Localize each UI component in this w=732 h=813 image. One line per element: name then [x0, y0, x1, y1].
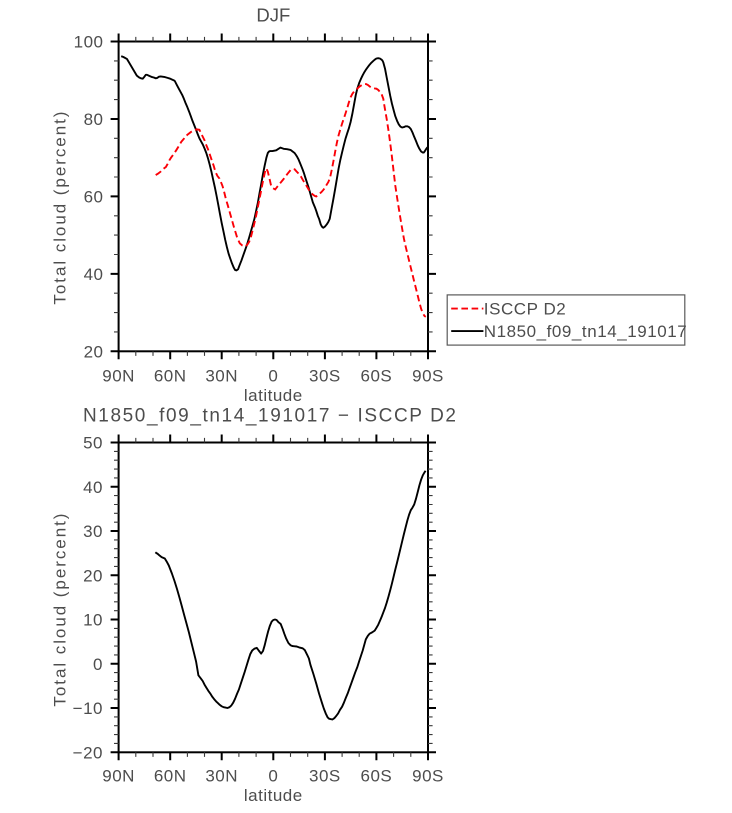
- svg-text:30S: 30S: [309, 366, 341, 385]
- svg-text:20: 20: [84, 343, 104, 362]
- svg-text:90S: 90S: [412, 366, 444, 385]
- svg-text:60: 60: [84, 188, 104, 207]
- svg-text:90N: 90N: [102, 366, 135, 385]
- svg-text:20: 20: [83, 567, 103, 586]
- svg-text:40: 40: [83, 478, 103, 497]
- svg-text:ISCCP D2: ISCCP D2: [484, 299, 567, 318]
- svg-text:60N: 60N: [154, 366, 187, 385]
- svg-text:90S: 90S: [412, 767, 444, 786]
- svg-text:90N: 90N: [102, 767, 135, 786]
- svg-text:−10: −10: [73, 699, 103, 718]
- svg-text:30: 30: [83, 522, 103, 541]
- svg-text:0: 0: [93, 655, 103, 674]
- svg-text:latitude: latitude: [244, 786, 303, 805]
- svg-text:30S: 30S: [309, 767, 341, 786]
- svg-text:100: 100: [74, 33, 104, 52]
- svg-text:DJF: DJF: [256, 5, 290, 26]
- svg-text:80: 80: [84, 110, 104, 129]
- svg-text:N1850_f09_tn14_191017 − ISCCP: N1850_f09_tn14_191017 − ISCCP D2: [83, 405, 458, 426]
- svg-text:−20: −20: [73, 744, 103, 763]
- svg-text:Total cloud (percent): Total cloud (percent): [51, 110, 70, 305]
- svg-text:latitude: latitude: [244, 386, 303, 405]
- svg-text:60S: 60S: [361, 767, 393, 786]
- svg-text:30N: 30N: [205, 767, 238, 786]
- svg-text:50: 50: [83, 434, 103, 453]
- svg-text:N1850_f09_tn14_191017: N1850_f09_tn14_191017: [484, 322, 687, 341]
- svg-text:30N: 30N: [205, 366, 238, 385]
- svg-text:10: 10: [83, 611, 103, 630]
- svg-text:0: 0: [268, 366, 278, 385]
- svg-text:0: 0: [268, 767, 278, 786]
- svg-text:60S: 60S: [361, 366, 393, 385]
- svg-text:60N: 60N: [154, 767, 187, 786]
- svg-text:40: 40: [84, 265, 104, 284]
- svg-text:Total cloud (percent): Total cloud (percent): [51, 512, 70, 707]
